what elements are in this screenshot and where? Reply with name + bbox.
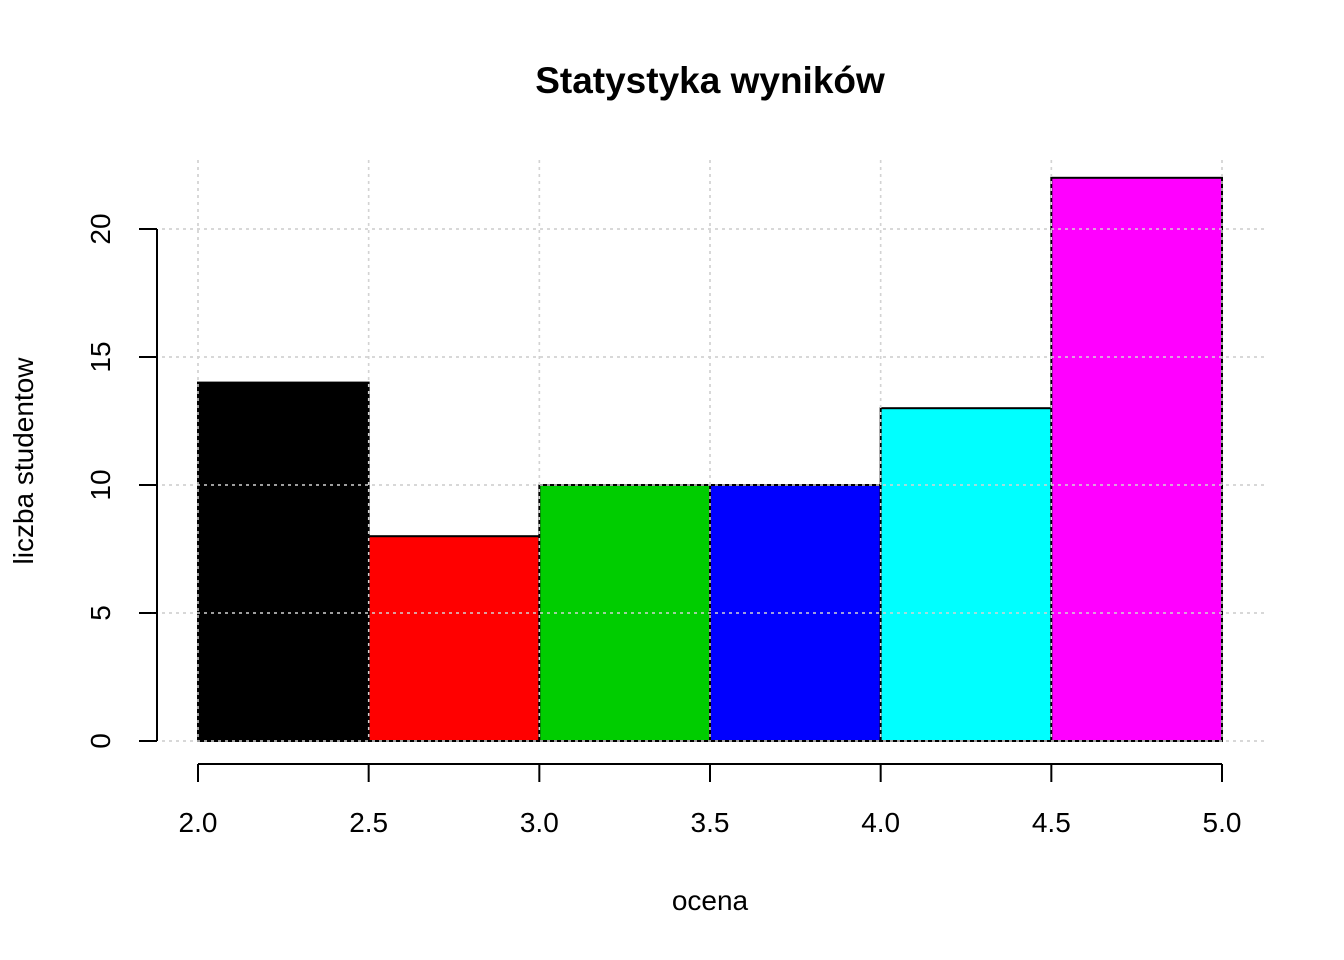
y-tick-label: 20 [85,213,116,244]
y-tick-label: 5 [85,605,116,621]
axes-group [139,228,1223,782]
x-tick-label: 4.5 [1032,807,1071,838]
grid-lines-overlay [162,160,1264,742]
histogram-bar [879,407,1053,742]
bars-group [197,176,1224,743]
y-tick-label: 10 [85,469,116,500]
x-tick-label: 3.0 [520,807,559,838]
x-tick-label: 5.0 [1203,807,1242,838]
x-tick-label: 2.0 [179,807,218,838]
y-axis-label: liczba studentow [8,357,39,565]
x-tick-label: 4.0 [861,807,900,838]
x-tick-label: 3.5 [691,807,730,838]
tick-labels-group: 0 5 10 15 20 2.0 2.5 3.0 3.5 4.0 4.5 5.0 [85,213,1241,838]
histogram-bar [197,381,370,742]
y-tick-label: 0 [85,733,116,749]
y-tick-label: 15 [85,341,116,372]
x-tick-label: 2.5 [349,807,388,838]
histogram-bar [367,535,541,743]
chart-title: Statystyka wyników [535,60,885,101]
histogram-bar [1050,176,1224,743]
x-axis-label: ocena [672,885,749,916]
